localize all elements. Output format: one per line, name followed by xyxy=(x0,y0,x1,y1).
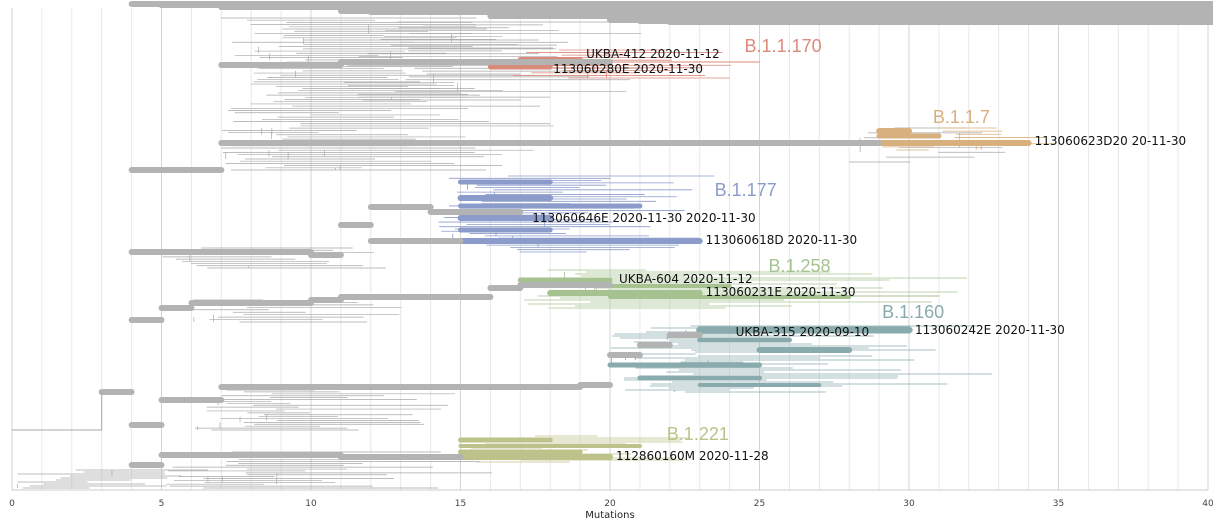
tip-label: 113060646E 2020-11-30 2020-11-30 xyxy=(532,211,755,225)
x-tick-label: 25 xyxy=(754,499,765,509)
chart-labels: B.1.1.170 B.1.1.7 B.1.177 B.1.258 B.1.160 B.1… xyxy=(532,36,1186,463)
x-tick-label: 0 xyxy=(9,499,15,509)
lineage-clades xyxy=(337,49,1056,463)
tip-label: 113060242E 2020-11-30 xyxy=(915,323,1065,337)
x-tick-label: 30 xyxy=(903,499,915,509)
tip-label: UKBA-604 2020-11-12 xyxy=(619,272,753,286)
tip-label: 113060623D20 20-11-30 xyxy=(1035,134,1187,148)
lineage-label-B-1-1-170: B.1.1.170 xyxy=(745,36,822,56)
tip-label: UKBA-412 2020-11-12 xyxy=(586,47,720,61)
tip-label: 113060618D 2020-11-30 xyxy=(706,233,858,247)
lineage-label-B-1-258: B.1.258 xyxy=(768,256,830,276)
x-tick-label: 20 xyxy=(604,499,616,509)
lineage-label-B-1-1-7: B.1.1.7 xyxy=(933,107,990,127)
x-tick-label: 15 xyxy=(455,499,466,509)
x-tick-label: 35 xyxy=(1053,499,1064,509)
lineage-label-B-1-177: B.1.177 xyxy=(715,180,777,200)
x-axis: 0 5 10 15 20 25 30 35 40 Mutations xyxy=(9,489,1213,520)
tip-label: 112860160M 2020-11-28 xyxy=(616,449,769,463)
x-tick-label: 5 xyxy=(159,499,165,509)
lineage-label-B-1-160: B.1.160 xyxy=(882,302,944,322)
tip-label: UKBA-315 2020-09-10 xyxy=(736,325,870,339)
x-tick-label: 10 xyxy=(305,499,317,509)
tree-backbone xyxy=(11,1,1213,468)
lineage-label-B-1-221: B.1.221 xyxy=(667,424,729,444)
x-axis-title: Mutations xyxy=(585,510,634,520)
tip-label: 113060231E 2020-11-30 xyxy=(706,285,856,299)
tip-label: 113060280E 2020-11-30 xyxy=(553,62,703,76)
x-tick-label: 40 xyxy=(1202,499,1213,509)
